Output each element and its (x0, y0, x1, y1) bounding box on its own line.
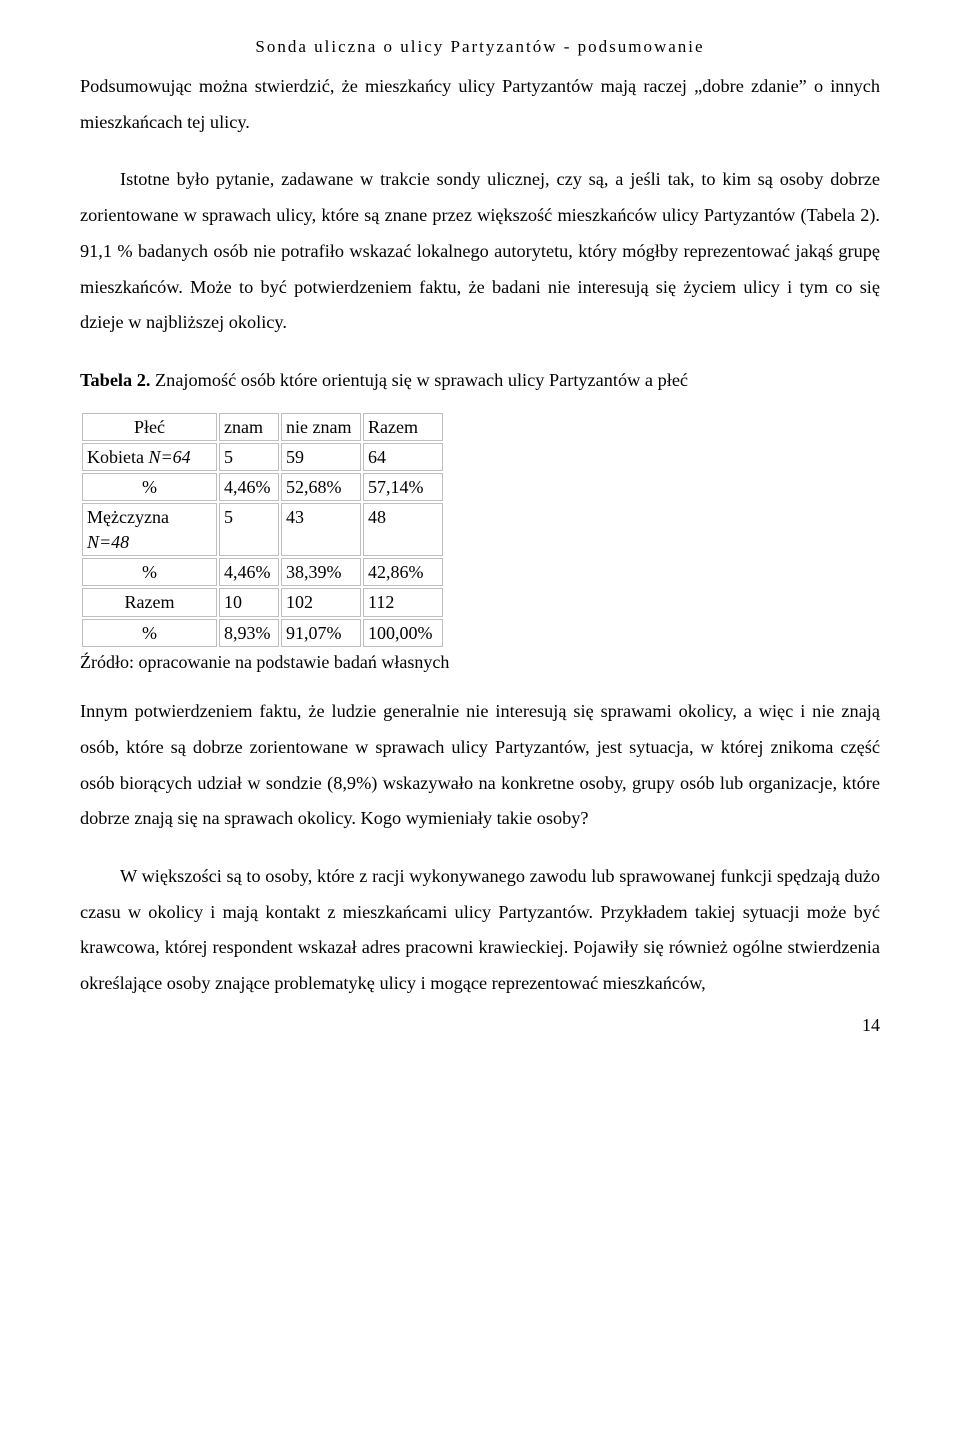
table-cell: 38,39% (281, 558, 361, 586)
table-cell: 5 (219, 503, 279, 556)
page-header: Sonda uliczna o ulicy Partyzantów - pods… (80, 30, 880, 63)
table-cell: 102 (281, 588, 361, 616)
table-row: Mężczyzna N=48 5 43 48 (82, 503, 443, 556)
table-cell: 64 (363, 443, 443, 471)
paragraph-confirmation: Innym potwierdzeniem faktu, że ludzie ge… (80, 694, 880, 837)
table-cell: 43 (281, 503, 361, 556)
table-row: % 8,93% 91,07% 100,00% (82, 619, 443, 647)
table-cell: 112 (363, 588, 443, 616)
table-header-cell: znam (219, 413, 279, 441)
table-cell: 100,00% (363, 619, 443, 647)
table-header-cell: Płeć (82, 413, 217, 441)
table-row: % 4,46% 52,68% 57,14% (82, 473, 443, 501)
table-cell: 59 (281, 443, 361, 471)
table-cell-rowlabel: Razem (82, 588, 217, 616)
table-cell: 10 (219, 588, 279, 616)
table-source: Źródło: opracowanie na podstawie badań w… (80, 651, 880, 674)
table-row: Razem 10 102 112 (82, 588, 443, 616)
table-cell: 52,68% (281, 473, 361, 501)
table-row: Kobieta N=64 5 59 64 (82, 443, 443, 471)
paragraph-findings: Istotne było pytanie, zadawane w trakcie… (80, 162, 880, 340)
table-header-row: Płeć znam nie znam Razem (82, 413, 443, 441)
table-caption-text: Znajomość osób które orientują się w spr… (150, 370, 688, 390)
table-cell: 5 (219, 443, 279, 471)
table-cell: 8,93% (219, 619, 279, 647)
table-cell: 57,14% (363, 473, 443, 501)
table-caption-label: Tabela 2. (80, 370, 150, 390)
table-cell-rowlabel: % (82, 473, 217, 501)
table-header-cell: nie znam (281, 413, 361, 441)
table-cell: 42,86% (363, 558, 443, 586)
table-cell: 4,46% (219, 558, 279, 586)
paragraph-examples: W większości są to osoby, które z racji … (80, 859, 880, 1002)
page-number: 14 (80, 1008, 880, 1043)
table-cell: 48 (363, 503, 443, 556)
table-row: % 4,46% 38,39% 42,86% (82, 558, 443, 586)
table-cell-rowlabel: Kobieta N=64 (82, 443, 217, 471)
table-cell-rowlabel: % (82, 558, 217, 586)
table-caption: Tabela 2. Znajomość osób które orientują… (80, 363, 880, 399)
table-cell-rowlabel: % (82, 619, 217, 647)
table-header-cell: Razem (363, 413, 443, 441)
data-table: Płeć znam nie znam Razem Kobieta N=64 5 … (80, 411, 445, 649)
table-cell: 91,07% (281, 619, 361, 647)
table-cell: 4,46% (219, 473, 279, 501)
paragraph-intro: Podsumowując można stwierdzić, że mieszk… (80, 69, 880, 140)
table-cell-rowlabel: Mężczyzna N=48 (82, 503, 217, 556)
